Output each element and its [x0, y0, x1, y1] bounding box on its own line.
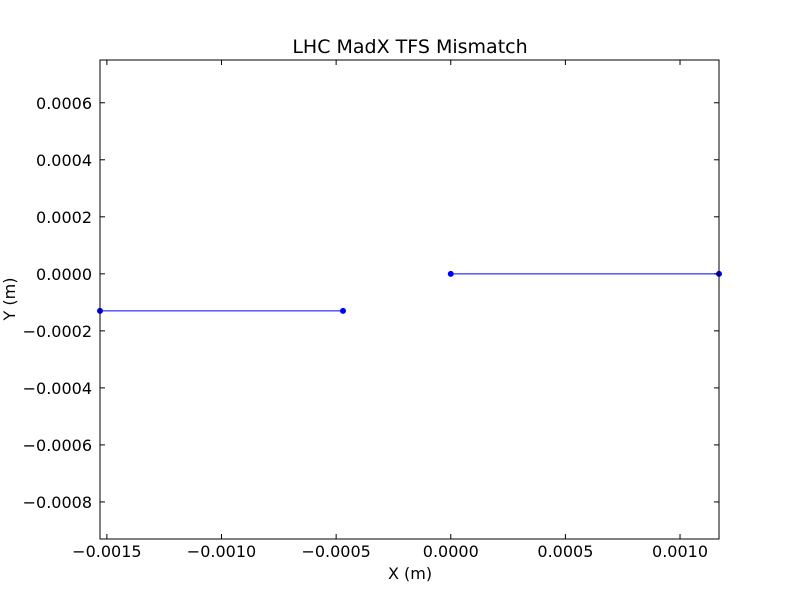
chart-title: LHC MadX TFS Mismatch	[292, 36, 527, 58]
x-tick-label: −0.0010	[187, 542, 256, 561]
y-tick-label: 0.0006	[36, 94, 92, 113]
x-tick-label: 0.0010	[652, 542, 708, 561]
y-tick-label: −0.0004	[23, 379, 92, 398]
y-tick-label: −0.0008	[23, 493, 92, 512]
x-tick-label: 0.0005	[537, 542, 593, 561]
x-axis-title: X (m)	[388, 564, 432, 583]
y-tick-label: 0.0004	[36, 151, 92, 170]
x-tick-label: −0.0005	[301, 542, 370, 561]
y-tick-label: −0.0002	[23, 322, 92, 341]
y-axis: 0.0006 0.0004 0.0002 0.0000 −0.0002 −0.0004 −0…	[23, 94, 719, 512]
plot-area	[97, 270, 722, 314]
y-tick-label: 0.0002	[36, 208, 92, 227]
data-point	[340, 307, 347, 314]
x-tick-label: 0.0000	[423, 542, 479, 561]
x-tick-label: −0.0015	[72, 542, 141, 561]
x-axis: −0.0015 −0.0010 −0.0005 0.0000 0.0005 0.0010	[72, 60, 708, 561]
y-tick-label: 0.0000	[36, 265, 92, 284]
plot-frame	[99, 59, 720, 540]
data-point	[447, 270, 454, 277]
y-axis-title: Y (m)	[0, 278, 19, 322]
y-tick-label: −0.0006	[23, 436, 92, 455]
